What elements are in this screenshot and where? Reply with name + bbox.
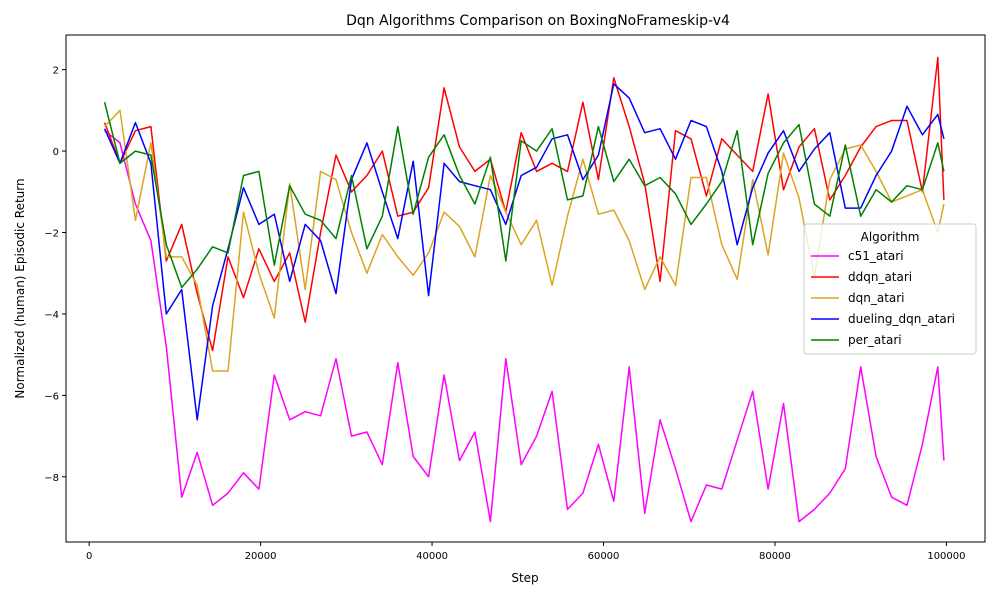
y-axis-ticks: −8 −6 −4 −2 0 2 <box>44 66 66 484</box>
chart-title: Dqn Algorithms Comparison on BoxingNoFra… <box>346 13 730 29</box>
series-line-ddqn_atari <box>103 56 945 352</box>
legend-title: Algorithm <box>861 230 920 244</box>
x-tick-label: 100000 <box>927 551 965 562</box>
plot-frame <box>65 34 986 543</box>
y-tick-label: −8 <box>44 473 59 484</box>
y-tick-label: −2 <box>44 229 59 240</box>
series-line-c51_atari <box>104 130 945 523</box>
y-tick-label: −6 <box>44 391 59 402</box>
legend-label-ddqn_atari: ddqn_atari <box>848 270 912 284</box>
x-tick-label: 0 <box>86 551 92 562</box>
legend-box <box>803 223 977 355</box>
x-tick-label: 40000 <box>416 551 448 562</box>
legend-label-dueling_dqn_atari: dueling_dqn_atari <box>848 312 955 326</box>
x-axis-label: Step <box>511 571 538 585</box>
legend-label-dqn_atari: dqn_atari <box>848 291 905 305</box>
y-tick-label: 0 <box>53 147 59 158</box>
y-tick-label: 2 <box>53 66 59 77</box>
series-line-dueling_dqn_atari <box>103 83 945 421</box>
legend: Algorithm c51_atari ddqn_atari dqn_ataridu… <box>803 223 977 355</box>
x-tick-label: 60000 <box>588 551 620 562</box>
x-tick-label: 20000 <box>245 551 277 562</box>
legend-label-c51_atari: c51_atari <box>848 249 904 263</box>
series-line-per_atari <box>103 102 945 289</box>
x-tick-label: 80000 <box>759 551 791 562</box>
y-tick-label: −4 <box>44 310 59 321</box>
x-axis-ticks: 0 20000 40000 60000 80000 100000 <box>86 542 966 562</box>
y-axis-label: Normalized (human) Episodic Return <box>13 178 27 398</box>
legend-label-per_atari: per_atari <box>848 333 902 347</box>
